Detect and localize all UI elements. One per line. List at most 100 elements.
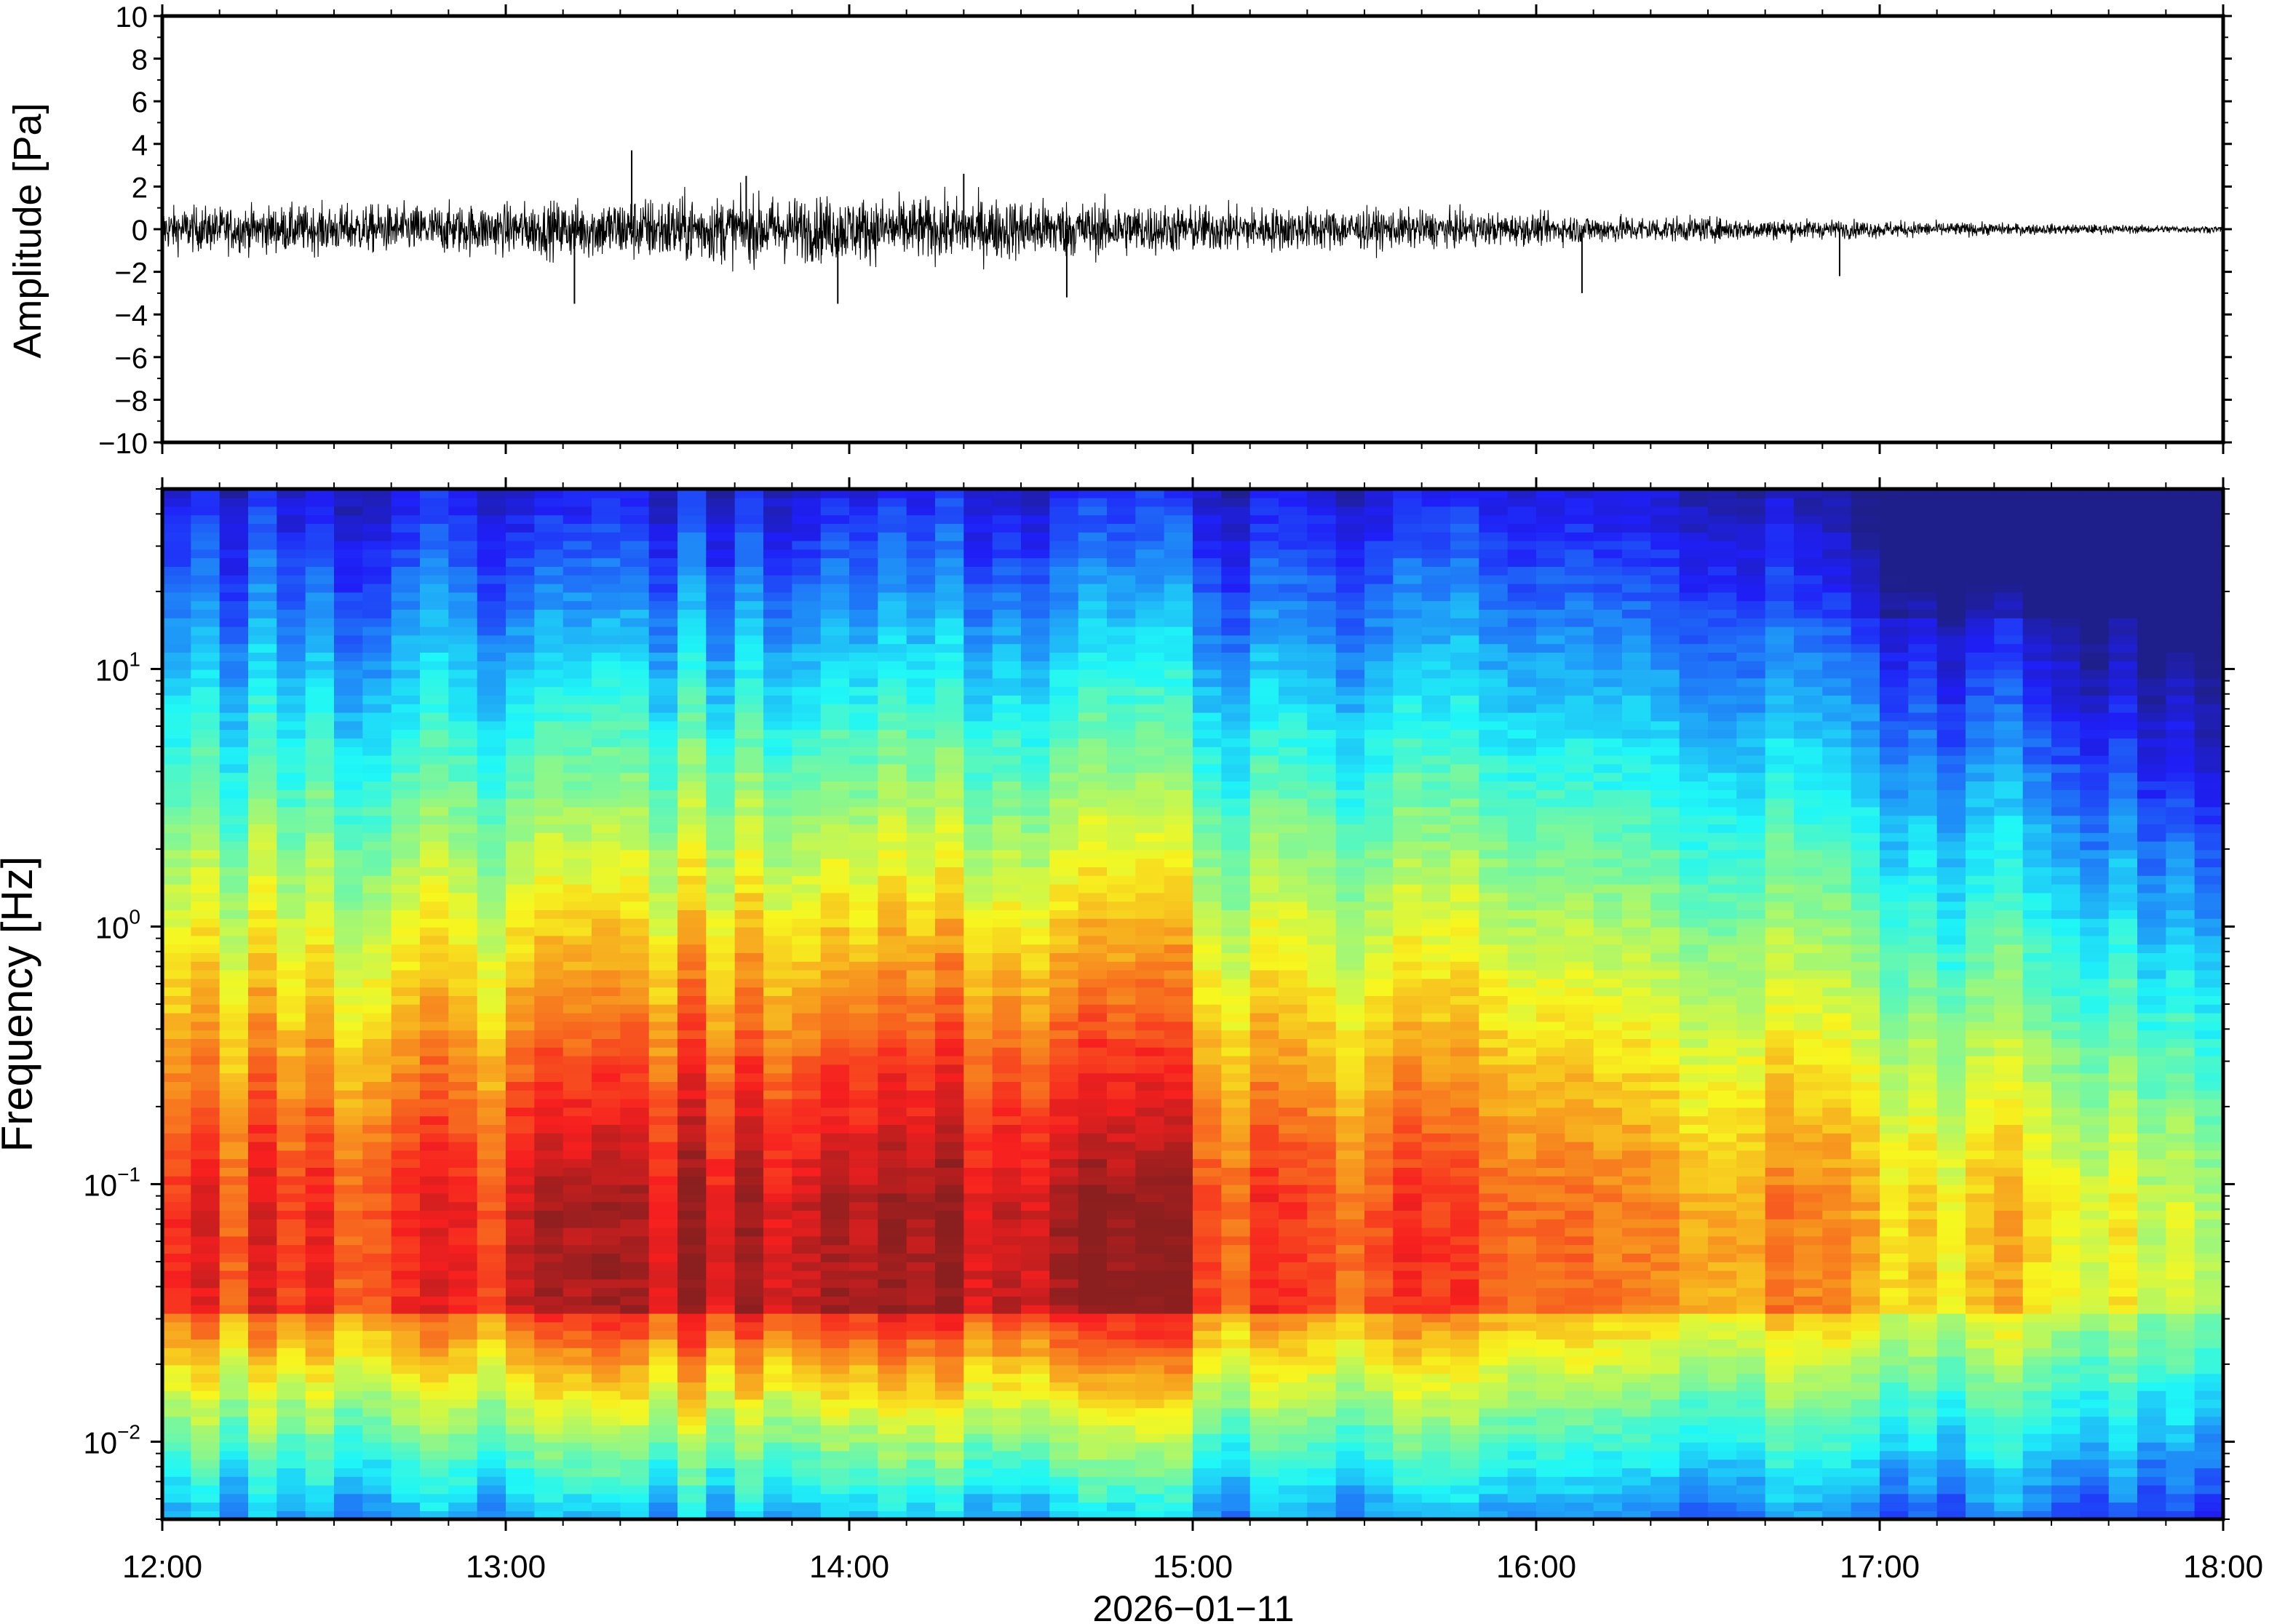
spectrogram-cell: [992, 1158, 1022, 1168]
spectrogram-cell: [1193, 995, 1223, 1005]
spectrogram-cell: [1135, 901, 1165, 910]
spectrogram-cell: [706, 797, 736, 808]
spectrogram-cell: [1135, 549, 1165, 559]
spectrogram-cell: [334, 677, 364, 688]
spectrogram-cell: [1107, 892, 1137, 902]
spectrogram-cell: [162, 1407, 192, 1417]
spectrogram-cell: [477, 1253, 506, 1262]
spectrogram-cell: [534, 935, 564, 945]
spectrogram-cell: [878, 720, 907, 731]
spectrogram-cell: [420, 797, 450, 808]
spectrogram-cell: [506, 797, 536, 808]
spectrogram-cell: [477, 1433, 506, 1443]
spectrogram-cell: [935, 995, 965, 1005]
spectrogram-cell: [362, 549, 392, 559]
spectrogram-cell: [734, 918, 764, 928]
spectrogram-cell: [334, 995, 364, 1005]
spectrogram-cell: [648, 858, 678, 867]
spectrogram-cell: [1249, 747, 1279, 756]
spectrogram-cell: [420, 1253, 450, 1262]
spectrogram-cell: [620, 704, 650, 713]
spectrogram-cell: [1279, 944, 1308, 953]
spectrogram-cell: [620, 1038, 650, 1048]
spectrogram-cell: [477, 926, 506, 936]
spectrogram-cell: [563, 1339, 592, 1348]
spectrogram-cell: [391, 1278, 421, 1289]
spectrogram-cell: [162, 1021, 192, 1031]
spectrogram-cell: [935, 540, 965, 550]
spectrogram-cell: [563, 944, 592, 953]
spectrogram-cell: [1078, 600, 1108, 610]
spectrogram-cell: [620, 1348, 650, 1357]
spectrogram-cell: [1049, 540, 1079, 550]
spectrogram-cell: [362, 1081, 392, 1091]
spectrogram-cell: [648, 1425, 678, 1434]
spectrogram-cell: [534, 1124, 564, 1134]
spectrogram-cell: [1164, 506, 1193, 516]
spectrogram-cell: [248, 797, 278, 808]
spectrogram-cell: [820, 858, 850, 867]
spectrogram-cell: [592, 1150, 621, 1160]
spectrogram-cell: [391, 961, 421, 971]
spectrogram-cell: [563, 849, 592, 859]
spectrogram-cell: [677, 1167, 707, 1177]
spectrogram-cell: [935, 797, 965, 808]
spectrogram-cell: [1193, 1476, 1223, 1486]
spectrogram-cell: [334, 926, 364, 936]
spectrogram-cell: [534, 1150, 564, 1160]
spectrogram-cell: [1249, 1021, 1279, 1031]
spectrogram-cell: [820, 738, 850, 747]
spectrogram-cell: [1164, 1382, 1193, 1391]
spectrogram-cell: [1049, 824, 1079, 833]
spectrogram-cell: [1279, 712, 1308, 722]
spectrogram-cell: [1164, 995, 1193, 1005]
spectrogram-cell: [1193, 1270, 1223, 1280]
spectrogram-cell: [1135, 652, 1165, 661]
spectrogram-cell: [677, 918, 707, 928]
spectrogram-cell: [305, 609, 335, 618]
spectrogram-cell: [448, 1407, 478, 1417]
spectrogram-cell: [191, 747, 220, 756]
spectrogram-cell: [477, 1407, 506, 1417]
spectrogram-cell: [963, 763, 993, 773]
spectrogram-cell: [1249, 661, 1279, 670]
spectrogram-cell: [191, 720, 220, 731]
spectrogram-cell: [620, 1425, 650, 1434]
spectrogram-cell: [305, 1201, 335, 1211]
spectrogram-cell: [1078, 661, 1108, 670]
spectrogram-cell: [1249, 772, 1279, 781]
spectrogram-cell: [362, 618, 392, 627]
spectrogram-cell: [677, 1253, 707, 1262]
spectrogram-cell: [706, 1321, 736, 1332]
spectrogram-cell: [1279, 1141, 1308, 1151]
spectrogram-cell: [391, 1244, 421, 1254]
spectrogram-cell: [1279, 1090, 1308, 1099]
spectrogram-cell: [820, 540, 850, 550]
spectrogram-cell: [162, 978, 192, 988]
spectrogram-cell: [878, 1133, 907, 1142]
spectrogram-cell: [1021, 1150, 1051, 1160]
spectrogram-cell: [1193, 1493, 1223, 1503]
spectrogram-cell: [1193, 497, 1223, 507]
spectrogram-cell: [763, 686, 793, 696]
spectrogram-cell: [792, 626, 822, 636]
spectrogram-cell: [734, 1150, 764, 1160]
spectrogram-cell: [734, 1133, 764, 1142]
spectrogram-cell: [277, 995, 306, 1005]
spectrogram-cell: [191, 1305, 220, 1314]
spectrogram-cell: [334, 583, 364, 593]
spectrogram-cell: [1221, 1201, 1251, 1211]
spectrogram-cell: [1049, 1021, 1079, 1031]
spectrogram-cell: [992, 686, 1022, 696]
spectrogram-cell: [391, 643, 421, 653]
spectrogram-cell: [277, 1356, 306, 1366]
spectrogram-cell: [648, 901, 678, 910]
spectrogram-cell: [1107, 1407, 1137, 1417]
spectrogram-cell: [648, 1219, 678, 1228]
spectrogram-cell: [191, 1441, 220, 1452]
spectrogram-cell: [506, 1064, 536, 1074]
spectrogram-cell: [420, 532, 450, 541]
spectrogram-cell: [563, 695, 592, 704]
spectrogram-cell: [1279, 1339, 1308, 1348]
spectrogram-cell: [420, 1107, 450, 1117]
